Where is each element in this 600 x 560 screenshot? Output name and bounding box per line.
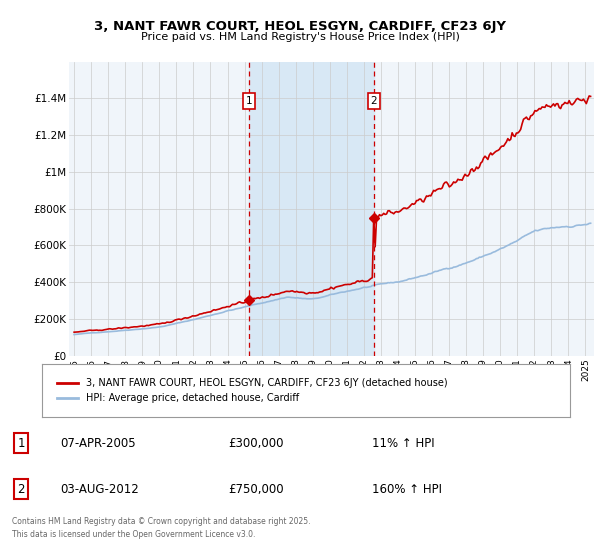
Text: 160% ↑ HPI: 160% ↑ HPI [372, 483, 442, 496]
Text: 2: 2 [17, 483, 25, 496]
Text: 03-AUG-2012: 03-AUG-2012 [60, 483, 139, 496]
Text: Contains HM Land Registry data © Crown copyright and database right 2025.
This d: Contains HM Land Registry data © Crown c… [12, 517, 311, 539]
Text: 3, NANT FAWR COURT, HEOL ESGYN, CARDIFF, CF23 6JY: 3, NANT FAWR COURT, HEOL ESGYN, CARDIFF,… [94, 20, 506, 32]
Text: 07-APR-2005: 07-APR-2005 [60, 437, 136, 450]
Text: £300,000: £300,000 [228, 437, 284, 450]
Text: 11% ↑ HPI: 11% ↑ HPI [372, 437, 434, 450]
Text: 1: 1 [246, 96, 253, 106]
Text: Price paid vs. HM Land Registry's House Price Index (HPI): Price paid vs. HM Land Registry's House … [140, 32, 460, 43]
Text: 1: 1 [17, 437, 25, 450]
Text: £750,000: £750,000 [228, 483, 284, 496]
Legend: 3, NANT FAWR COURT, HEOL ESGYN, CARDIFF, CF23 6JY (detached house), HPI: Average: 3, NANT FAWR COURT, HEOL ESGYN, CARDIFF,… [52, 374, 452, 408]
Bar [249, 62, 374, 356]
Text: 2: 2 [371, 96, 377, 106]
